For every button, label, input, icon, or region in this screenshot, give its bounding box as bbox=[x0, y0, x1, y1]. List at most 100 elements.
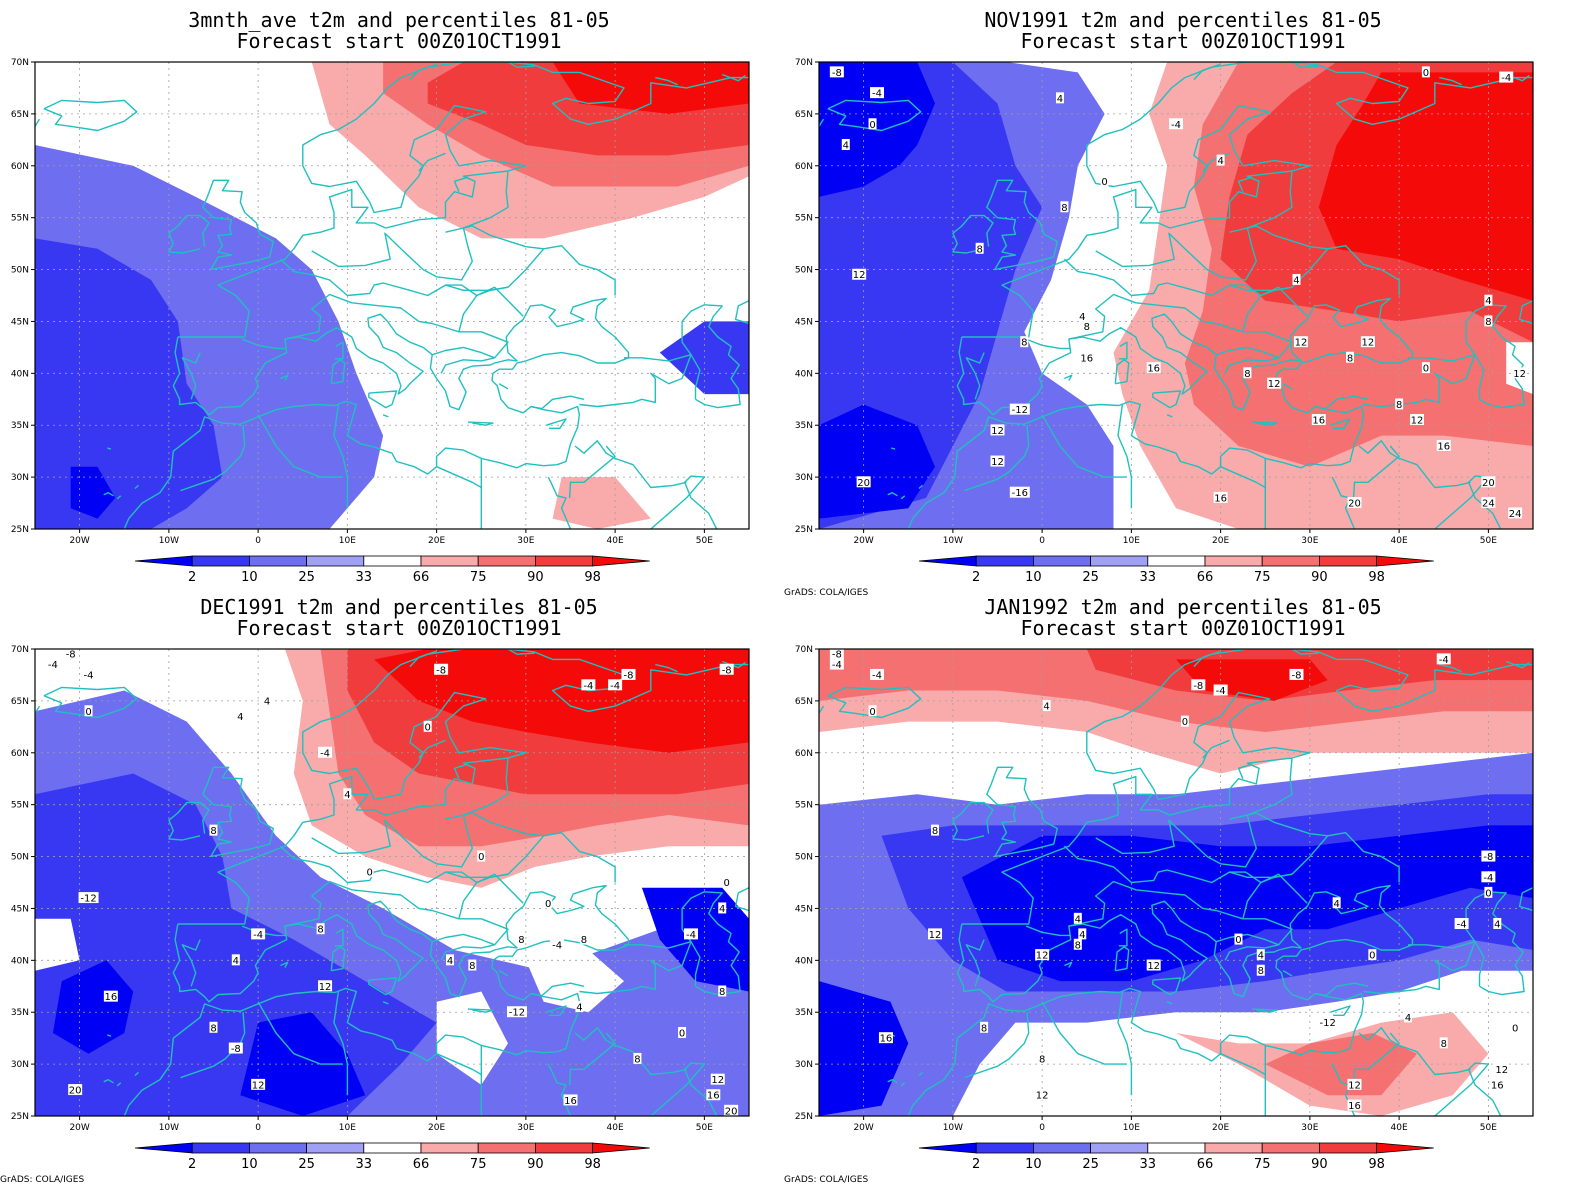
coastline bbox=[900, 1082, 906, 1087]
contour-label-text: 0 bbox=[679, 1028, 685, 1039]
lon-tick-label: 20E bbox=[428, 1123, 445, 1133]
contour-label-text: 4 bbox=[1258, 951, 1264, 962]
contour-label-bg bbox=[710, 1073, 725, 1085]
contour-label-text: -4 bbox=[1501, 73, 1511, 84]
coastline bbox=[1291, 649, 1319, 655]
contour-label-bg bbox=[209, 824, 218, 836]
contour-label-bg bbox=[575, 1001, 584, 1013]
lon-tick-label: 20W bbox=[853, 536, 873, 546]
panel-3mnth-ave: 3mnth_ave t2m and percentiles 81-05 Fore… bbox=[0, 0, 798, 598]
coastline bbox=[409, 650, 437, 668]
coastline bbox=[1220, 466, 1266, 489]
colorbar-swatch bbox=[1032, 555, 1091, 567]
contour-label-bg bbox=[829, 66, 844, 78]
colorbar-label: 75 bbox=[1254, 1157, 1271, 1172]
contour-label: -4 bbox=[608, 679, 623, 692]
colorbar-label: 33 bbox=[1140, 570, 1157, 585]
contour-label: 20 bbox=[68, 1084, 83, 1097]
coastline bbox=[445, 225, 544, 250]
contour-label-text: 0 bbox=[1423, 68, 1429, 79]
coastline bbox=[650, 1062, 718, 1116]
contour-label-text: 4 bbox=[447, 956, 453, 967]
lat-tick-label: 35N bbox=[795, 421, 813, 431]
contour-label-bg bbox=[724, 1104, 739, 1116]
contour-label: 12 bbox=[1267, 377, 1282, 390]
contour-label-text: 8 bbox=[1347, 353, 1353, 364]
contour-label-text: -4 bbox=[610, 681, 620, 692]
contour-label-bg bbox=[1409, 414, 1424, 426]
contour-label: 16 bbox=[1490, 1078, 1505, 1091]
lon-tick-label: 50E bbox=[696, 536, 713, 546]
contour-label-text: 0 bbox=[545, 899, 551, 910]
colorbar-swatch bbox=[191, 1142, 250, 1154]
map-canvas: 20W 10W 0 10E 20E 30E 40E 50E 25N 30N 35N 40N 45N 50N… bbox=[11, 58, 750, 585]
contour-label: 8 bbox=[1395, 398, 1404, 411]
coastline bbox=[1331, 1063, 1356, 1116]
coastline bbox=[1291, 62, 1319, 68]
colorbar-label: 2 bbox=[188, 570, 196, 585]
coastline bbox=[311, 757, 509, 868]
contour-label-bg bbox=[1009, 486, 1030, 498]
contour-label-text: 8 bbox=[1485, 317, 1491, 328]
contour-label-text: 0 bbox=[724, 878, 730, 889]
lon-tick-label: 20E bbox=[1212, 1123, 1229, 1133]
gridlines bbox=[819, 649, 1533, 1116]
contour-label: -4 bbox=[81, 668, 96, 681]
coastline bbox=[907, 297, 1414, 529]
coastlines bbox=[819, 62, 1533, 529]
lat-tick-label: 50N bbox=[11, 853, 29, 863]
map-canvas: -8 -4 -4 0 4 4 -8 -8 -4 -4 -8 0 -4 4 8 0 0 -12 0 0 4 -4 8 8 -4 4 -… bbox=[11, 645, 750, 1172]
lon-tick-label: 40E bbox=[1391, 1123, 1408, 1133]
coastline bbox=[1166, 414, 1173, 418]
contour-label-text: -8 bbox=[66, 650, 76, 661]
coastline bbox=[1118, 928, 1128, 947]
coastline bbox=[1251, 1008, 1278, 1013]
colorbar-label: 25 bbox=[298, 1157, 315, 1172]
contour-label: -4 bbox=[251, 928, 266, 941]
colorbar-label: 10 bbox=[1025, 1157, 1042, 1172]
contour-label-text: 0 bbox=[869, 120, 875, 131]
contour-label-bg bbox=[868, 118, 877, 130]
coastline bbox=[445, 284, 509, 297]
contour-label: 12 bbox=[1293, 336, 1308, 349]
contour-label-bg bbox=[1256, 949, 1265, 961]
contour-label-text: 4 bbox=[1075, 914, 1081, 925]
contour-label-text: 0 bbox=[1182, 717, 1188, 728]
contour-label: -4 bbox=[1213, 684, 1228, 697]
coastline bbox=[445, 812, 544, 837]
coastline bbox=[655, 663, 678, 673]
contour-label-bg bbox=[446, 954, 455, 966]
contour-label-bg bbox=[1078, 310, 1087, 322]
contour-label-text: 12 bbox=[1036, 1091, 1049, 1102]
contour-label-bg bbox=[1073, 938, 1082, 950]
contour-label: 4 bbox=[575, 1001, 584, 1014]
coastline bbox=[1352, 1032, 1400, 1085]
contour-label-text: 0 bbox=[869, 707, 875, 718]
lon-tick-label: 10W bbox=[159, 1123, 179, 1133]
lat-tick-label: 45N bbox=[795, 317, 813, 327]
coastline bbox=[1166, 1001, 1173, 1005]
contour-label-text: -4 bbox=[1439, 655, 1449, 666]
contour-label: -16 bbox=[1009, 486, 1030, 499]
colorbar-label: 75 bbox=[1254, 570, 1271, 585]
contour-label: 8 bbox=[316, 923, 325, 936]
contour-label: 12 bbox=[1035, 949, 1050, 962]
colorbar: 2 10 25 33 66 75 90 98 bbox=[918, 555, 1434, 585]
coastline bbox=[107, 447, 112, 450]
contour-label-bg bbox=[1146, 959, 1161, 971]
coastline bbox=[382, 414, 389, 418]
contour-label-bg bbox=[1436, 439, 1451, 451]
contour-label-bg bbox=[1038, 1052, 1047, 1064]
contour-label-bg bbox=[434, 663, 449, 675]
contour-label-bg bbox=[1082, 320, 1091, 332]
contour-label: -4 bbox=[45, 658, 60, 671]
contour-label-bg bbox=[1346, 351, 1355, 363]
contour-label: 0 bbox=[544, 897, 553, 910]
coastline bbox=[1434, 1062, 1502, 1116]
contour-label: 8 bbox=[1020, 336, 1029, 349]
contour-label: 0 bbox=[1421, 362, 1430, 375]
contour-label: 0 bbox=[1180, 715, 1189, 728]
